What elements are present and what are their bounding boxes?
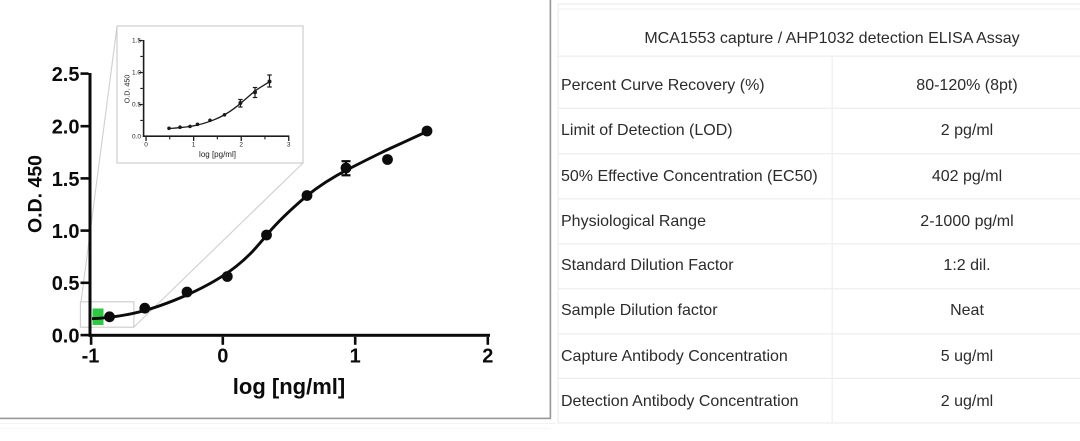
svg-text:2: 2 <box>482 345 493 367</box>
svg-text:0.5: 0.5 <box>52 273 80 295</box>
svg-text:1: 1 <box>192 142 196 149</box>
svg-text:0.5: 0.5 <box>132 101 141 108</box>
svg-text:1.0: 1.0 <box>132 69 141 76</box>
svg-text:1.0: 1.0 <box>52 221 80 243</box>
svg-text:1: 1 <box>350 345 361 367</box>
svg-text:1.5: 1.5 <box>132 37 141 44</box>
svg-text:0: 0 <box>217 345 228 367</box>
svg-text:O.D. 450: O.D. 450 <box>122 75 131 104</box>
svg-text:log [pg/ml]: log [pg/ml] <box>199 150 236 159</box>
svg-text:2: 2 <box>239 142 243 149</box>
svg-text:3: 3 <box>287 142 291 149</box>
svg-text:0.0: 0.0 <box>132 133 141 140</box>
svg-text:O.D. 450: O.D. 450 <box>25 155 47 233</box>
svg-text:log [ng/ml]: log [ng/ml] <box>233 374 345 399</box>
svg-text:2.5: 2.5 <box>52 64 80 86</box>
svg-text:-1: -1 <box>82 345 100 367</box>
svg-text:0: 0 <box>144 142 148 149</box>
svg-text:2.0: 2.0 <box>52 117 80 139</box>
svg-text:0.0: 0.0 <box>52 325 80 347</box>
svg-text:1.5: 1.5 <box>52 169 80 191</box>
